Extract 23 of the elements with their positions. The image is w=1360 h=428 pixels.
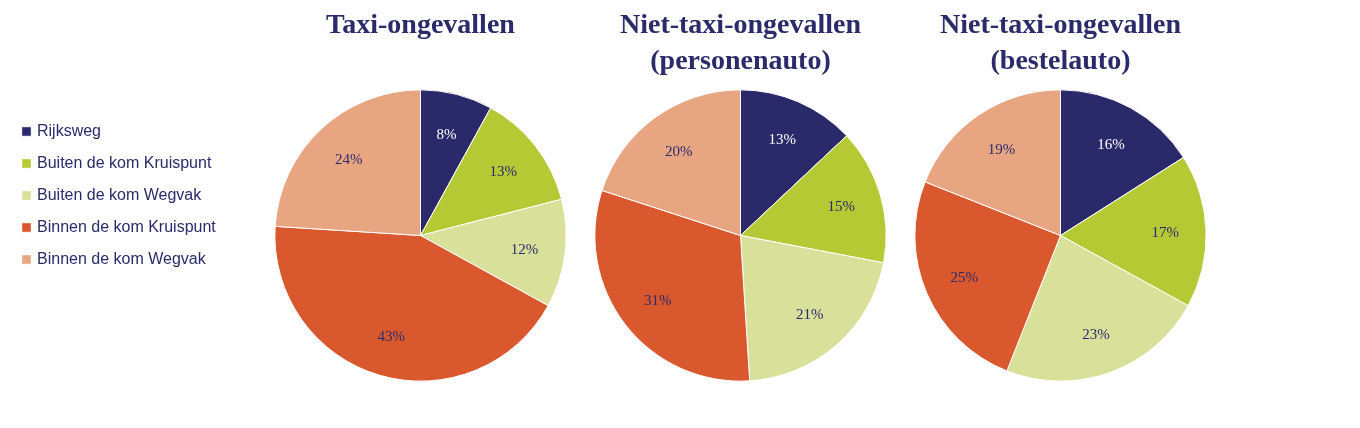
chart-title: Taxi-ongevallen (326, 8, 516, 40)
chart-title: Niet-taxi-ongevallen (personenauto) (619, 8, 862, 76)
data-label: 17% (1151, 224, 1180, 241)
data-label: 12% (510, 240, 539, 257)
legend-label: Binnen de kom Kruispunt (37, 218, 216, 236)
data-label: 13% (768, 131, 796, 148)
data-label: 31% (643, 291, 672, 308)
data-label: 43% (377, 328, 405, 345)
legend-label: Rijksweg (37, 122, 102, 140)
legend-label: Buiten de kom Wegvak (37, 186, 202, 204)
data-label: 13% (489, 163, 518, 180)
data-label: 20% (665, 142, 693, 159)
data-label: 16% (1097, 135, 1125, 152)
data-label: 24% (334, 151, 363, 168)
data-label: 8% (436, 125, 457, 142)
data-label: 25% (950, 269, 979, 286)
legend-label: Binnen de kom Wegvak (37, 250, 206, 268)
legend-label: Buiten de kom Kruispunt (37, 154, 212, 172)
data-label: 19% (987, 140, 1016, 157)
data-label: 15% (827, 198, 855, 215)
chart-title: Niet-taxi-ongevallen (bestelauto) (939, 8, 1182, 76)
data-label: 23% (1082, 326, 1110, 343)
data-label: 21% (796, 306, 824, 323)
